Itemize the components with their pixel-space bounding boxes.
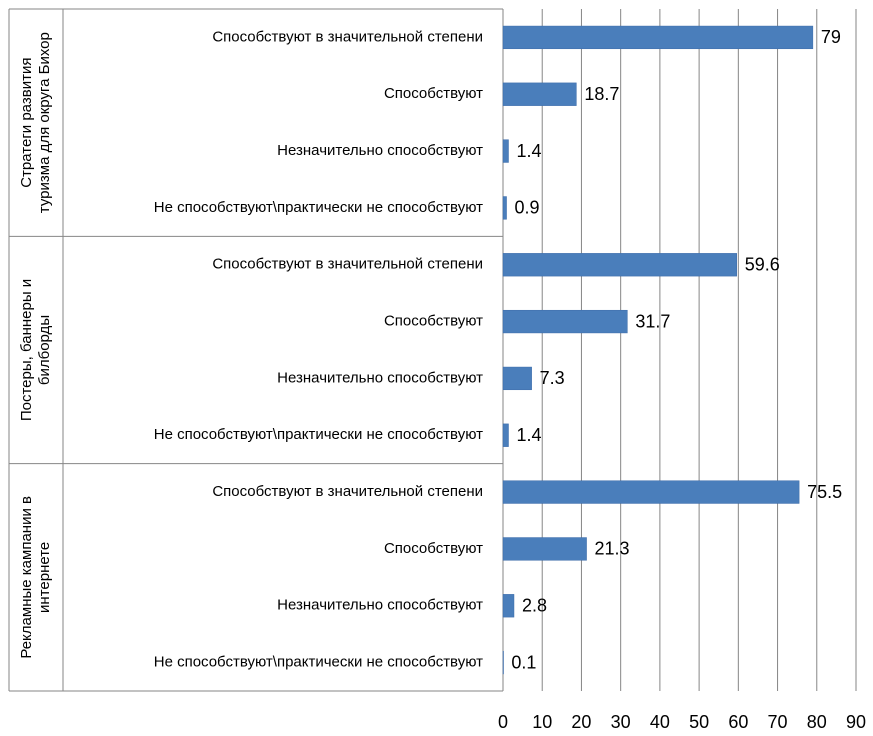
bars — [502, 25, 814, 675]
group-label-line: билборды — [36, 315, 53, 385]
group-label-line: Рекламные кампании в — [18, 496, 35, 659]
category-label: Не способствуют\практически не способств… — [154, 426, 483, 443]
category-labels: Способствуют в значительной степени Спосо… — [154, 28, 483, 670]
x-tick-label-60: 60 — [728, 712, 748, 732]
category-label: Способствуют — [384, 540, 483, 557]
gridlines — [502, 9, 857, 691]
group-label-line: интернете — [36, 542, 53, 613]
bar — [502, 423, 509, 447]
x-tick-label-90: 90 — [846, 712, 866, 732]
data-label: 75.5 — [807, 482, 842, 502]
x-tick-label-0: 0 — [498, 712, 508, 732]
category-axis-frame — [8, 8, 503, 692]
category-label: Незначительно способствуют — [277, 597, 483, 614]
data-label: 59.6 — [745, 255, 780, 275]
data-label: 79 — [821, 27, 841, 47]
bar — [502, 253, 738, 277]
x-tick-label-70: 70 — [768, 712, 788, 732]
group-labels: Стратеги развития туризма для округа Бихо… — [18, 32, 53, 658]
x-axis-tick-labels: 0 10 20 30 40 50 60 70 80 90 — [498, 712, 866, 732]
category-label: Способствуют — [384, 85, 483, 102]
category-label: Способствуют в значительной степени — [212, 256, 483, 273]
category-label: Незначительно способствуют — [277, 142, 483, 159]
category-label: Незначительно способствуют — [277, 369, 483, 386]
x-tick-label-50: 50 — [689, 712, 709, 732]
bar — [502, 650, 504, 675]
bar — [502, 480, 800, 504]
bar — [502, 537, 587, 561]
bar — [502, 594, 515, 618]
x-tick-label-20: 20 — [571, 712, 591, 732]
bar — [502, 309, 628, 334]
bar — [502, 139, 509, 163]
category-label: Способствуют в значительной степени — [212, 28, 483, 45]
group-label-line: Постеры, баннеры и — [18, 279, 35, 421]
data-label: 0.1 — [511, 652, 536, 672]
bar — [502, 82, 577, 106]
category-label: Не способствуют\практически не способств… — [154, 654, 483, 671]
data-label: 7.3 — [540, 368, 565, 388]
category-label: Способствуют в значительной степени — [212, 483, 483, 500]
data-label: 2.8 — [522, 596, 547, 616]
data-labels: 79 18.7 1.4 0.9 59.6 31.7 7.3 1.4 75.5 21.3 2.8 0.1 — [511, 27, 842, 672]
bar — [502, 196, 507, 220]
category-label: Способствуют — [384, 313, 483, 330]
data-label: 1.4 — [516, 141, 541, 161]
x-tick-label-30: 30 — [611, 712, 631, 732]
x-tick-label-10: 10 — [532, 712, 552, 732]
bar — [502, 25, 814, 50]
bar — [502, 366, 532, 391]
data-label: 21.3 — [595, 539, 630, 559]
data-label: 0.9 — [515, 198, 540, 218]
x-tick-label-40: 40 — [650, 712, 670, 732]
group-label-line: туризма для округа Бихор — [36, 32, 53, 213]
x-tick-label-80: 80 — [807, 712, 827, 732]
category-label: Не способствуют\практически не способств… — [154, 199, 483, 216]
group-label-line: Стратеги развития — [18, 58, 35, 188]
data-label: 18.7 — [584, 84, 619, 104]
data-label: 31.7 — [635, 311, 670, 331]
data-label: 1.4 — [516, 425, 541, 445]
